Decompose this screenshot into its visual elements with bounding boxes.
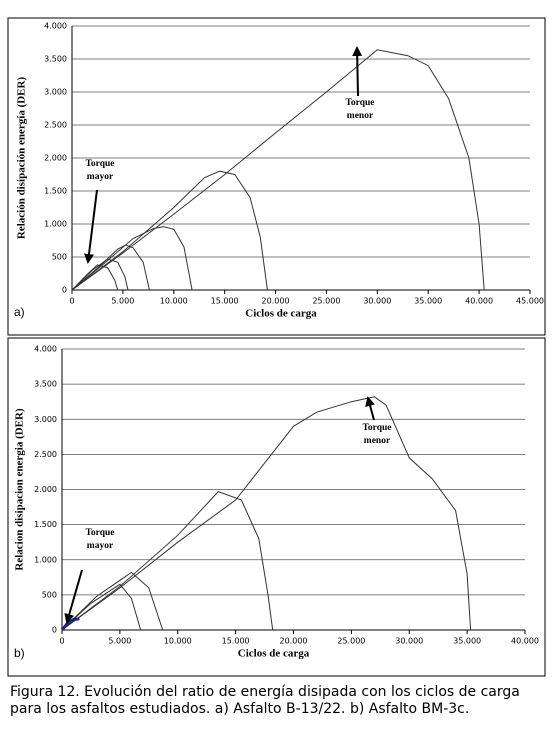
page: {"chart_data": [ {"type": "line", "panel… xyxy=(7,17,546,717)
y-tick-label: 3.500 xyxy=(44,55,67,64)
y-tick-label: 2.500 xyxy=(44,121,67,130)
y-tick-label: 500 xyxy=(42,590,57,599)
annotation-arrow xyxy=(365,396,375,421)
x-tick-label: 35.000 xyxy=(453,637,481,646)
series-line xyxy=(71,264,119,291)
y-tick-label: 2.000 xyxy=(34,485,57,494)
panel-label: a) xyxy=(14,305,25,319)
x-tick-label: 10.000 xyxy=(164,637,192,646)
annotation: Torque xyxy=(345,98,374,108)
y-tick-label: 4.000 xyxy=(44,22,67,31)
panel-frame xyxy=(7,17,546,336)
x-tick-label: 10.000 xyxy=(160,297,188,306)
x-tick-label: 30.000 xyxy=(363,297,391,306)
x-tick-label: 20.000 xyxy=(280,637,308,646)
panel-frame xyxy=(7,337,546,677)
annotation: menor xyxy=(364,436,391,446)
x-tick-label: 15.000 xyxy=(222,637,250,646)
x-tick-label: 25.000 xyxy=(337,637,365,646)
x-tick-label: 35.000 xyxy=(414,297,442,306)
x-tick-label: 5.000 xyxy=(111,297,134,306)
x-tick-label: 0 xyxy=(59,637,64,646)
x-tick-label: 40.000 xyxy=(465,297,493,306)
caption: Figura 12. Evolución del ratio de energí… xyxy=(10,684,520,717)
series-line xyxy=(71,258,129,291)
annotation: Torque xyxy=(85,528,114,538)
y-tick-label: 1.000 xyxy=(34,555,57,564)
annotation: Torque xyxy=(362,423,391,433)
y-tick-label: 1.000 xyxy=(44,220,67,229)
panel-label: b) xyxy=(14,646,25,660)
series-line xyxy=(71,226,193,291)
series-line xyxy=(61,583,142,631)
y-tick-label: 1.500 xyxy=(44,187,67,196)
x-tick-label: 40.000 xyxy=(511,637,539,646)
y-tick-label: 2.500 xyxy=(34,450,57,459)
y-tick-label: 3.000 xyxy=(34,415,57,424)
annotation: mayor xyxy=(87,541,114,551)
series-line xyxy=(71,49,485,291)
y-tick-label: 500 xyxy=(52,253,67,262)
annotation-arrow xyxy=(352,46,363,97)
y-tick-label: 0 xyxy=(52,626,57,635)
y-axis-title: Relacion disipacion energia (DER) xyxy=(14,408,26,571)
x-tick-label: 5.000 xyxy=(108,637,131,646)
x-axis-title: Ciclos de carga xyxy=(245,308,317,320)
figure: 0 500 1.000 1.500 2.000 2.500 3.000 3.500 4.000 0… xyxy=(7,17,546,677)
y-tick-label: 0 xyxy=(62,286,67,295)
annotation: menor xyxy=(347,111,374,121)
y-tick-label: 4.000 xyxy=(34,345,57,354)
x-tick-label: 15.000 xyxy=(211,297,239,306)
x-tick-label: 20.000 xyxy=(262,297,290,306)
annotation: mayor xyxy=(87,172,114,182)
series-line xyxy=(61,396,472,631)
x-tick-label: 0 xyxy=(69,297,74,306)
y-tick-label: 2.000 xyxy=(44,154,67,163)
x-tick-label: 45.000 xyxy=(516,297,544,306)
annotation-arrow xyxy=(84,189,98,264)
y-tick-label: 3.500 xyxy=(34,380,57,389)
series-line xyxy=(71,170,268,291)
annotation-arrow xyxy=(64,569,83,624)
y-axis-title: Relación disipación energía (DER) xyxy=(16,77,28,240)
x-tick-label: 25.000 xyxy=(312,297,340,306)
x-axis-title: Ciclos de carga xyxy=(238,648,310,660)
y-tick-label: 1.500 xyxy=(34,520,57,529)
x-tick-label: 30.000 xyxy=(395,637,423,646)
y-tick-label: 3.000 xyxy=(44,88,67,97)
series-line xyxy=(71,244,150,291)
annotation: Torque xyxy=(85,159,114,169)
series-line xyxy=(61,571,164,631)
series-line xyxy=(61,491,274,631)
series-line xyxy=(60,617,80,631)
